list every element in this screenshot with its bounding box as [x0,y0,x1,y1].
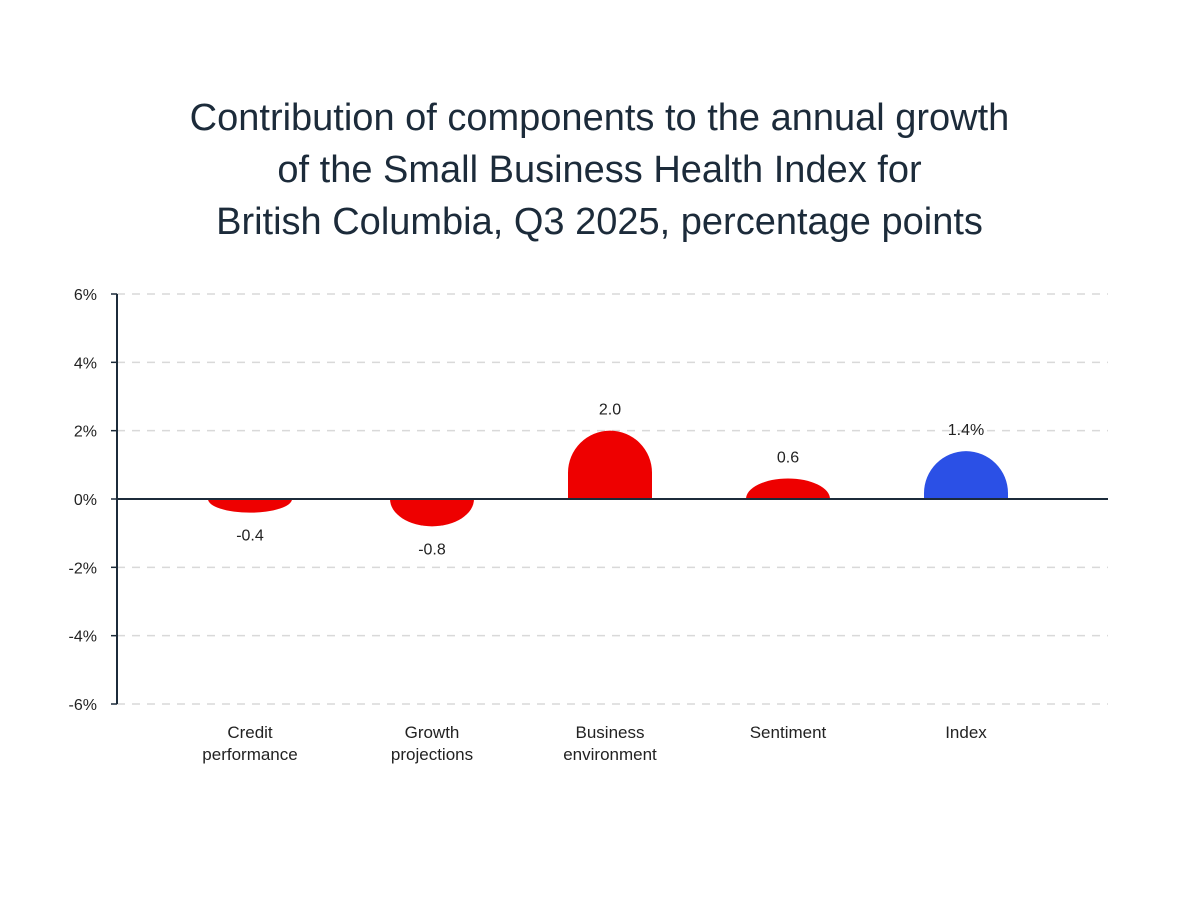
x-tick-label: environment [563,745,657,764]
y-tick-label: 4% [74,355,97,372]
y-tick-label: -6% [69,697,97,714]
bar [390,499,474,527]
y-tick-label: 6% [74,287,97,304]
x-tick-label: Growth [405,723,460,742]
bar [208,499,292,513]
x-tick-label: Business [576,723,645,742]
y-tick-label: 2% [74,424,97,441]
y-tick-label: -4% [69,629,97,646]
data-label: -0.8 [418,541,446,558]
x-axis-labels: Credit performance Growth projections Busine… [202,723,987,764]
x-tick-label: projections [391,745,473,764]
y-tick-label: 0% [74,492,97,509]
x-tick-label: Credit [227,723,273,742]
chart-title: Contribution of components to the annual… [0,92,1199,248]
bars [208,430,1008,527]
bar [924,451,1008,499]
chart-title-line-2: of the Small Business Health Index for [277,149,922,191]
chart-title-line-1: Contribution of components to the annual… [189,97,1010,139]
y-tick-label: -2% [69,560,97,577]
x-tick-label: Sentiment [750,723,827,742]
x-tick-label: Index [945,723,987,742]
data-label: 0.6 [777,450,799,467]
bar [746,478,830,499]
gridlines [117,293,1108,705]
data-label: -0.4 [236,528,264,545]
data-label: 1.4% [948,422,984,439]
data-labels: -0.4 -0.8 2.0 0.6 1.4% [236,402,984,559]
chart-title-line-3: British Columbia, Q3 2025, percentage po… [216,201,983,243]
x-tick-label: performance [202,745,297,764]
y-axis: 6% 4% 2% 0% -2% -4% -6% [69,287,118,714]
data-label: 2.0 [599,402,621,419]
bar [568,430,652,499]
